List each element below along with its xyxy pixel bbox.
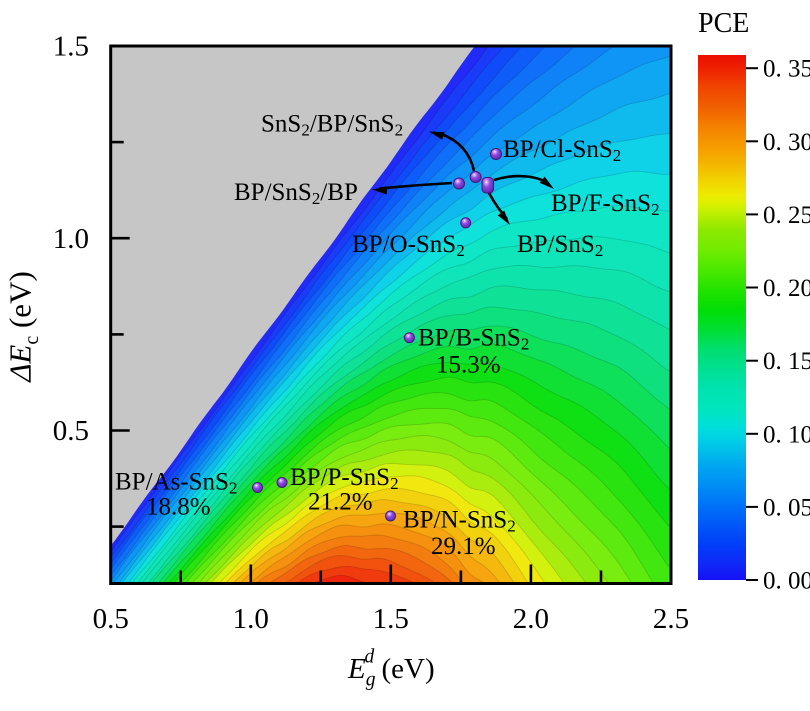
svg-text:0. 35: 0. 35 bbox=[763, 56, 810, 83]
svg-text:BP/F-SnS2: BP/F-SnS2 bbox=[551, 190, 660, 219]
svg-text:15.3%: 15.3% bbox=[436, 352, 501, 379]
svg-text:0. 15: 0. 15 bbox=[763, 348, 810, 375]
svg-text:21.2%: 21.2% bbox=[308, 489, 373, 516]
svg-text:0. 10: 0. 10 bbox=[763, 421, 810, 448]
svg-text:PCE: PCE bbox=[698, 8, 749, 39]
svg-text:0.5: 0.5 bbox=[93, 603, 129, 635]
svg-text:BP/N-SnS2: BP/N-SnS2 bbox=[403, 507, 516, 536]
svg-text:0. 30: 0. 30 bbox=[763, 129, 810, 156]
svg-text:0.5: 0.5 bbox=[53, 415, 89, 447]
svg-text:ΔEc (eV): ΔEc (eV) bbox=[3, 271, 44, 384]
svg-text:BP/O-SnS2: BP/O-SnS2 bbox=[352, 231, 465, 260]
svg-text:0. 05: 0. 05 bbox=[763, 494, 810, 521]
svg-text:SnS2/BP/SnS2: SnS2/BP/SnS2 bbox=[261, 111, 403, 140]
svg-text:BP/P-SnS2: BP/P-SnS2 bbox=[290, 464, 399, 493]
svg-text:Egd (eV): Egd (eV) bbox=[347, 647, 435, 691]
svg-text:BP/SnS2: BP/SnS2 bbox=[517, 231, 603, 260]
svg-text:BP/SnS2/BP: BP/SnS2/BP bbox=[234, 179, 358, 208]
svg-text:1.5: 1.5 bbox=[53, 31, 89, 63]
svg-text:0. 00: 0. 00 bbox=[763, 568, 810, 595]
svg-text:0. 20: 0. 20 bbox=[763, 275, 810, 302]
svg-text:1.5: 1.5 bbox=[373, 603, 409, 635]
svg-text:18.8%: 18.8% bbox=[146, 494, 211, 521]
svg-text:0. 25: 0. 25 bbox=[763, 202, 810, 229]
svg-text:BP/Cl-SnS2: BP/Cl-SnS2 bbox=[503, 136, 621, 165]
svg-text:BP/As-SnS2: BP/As-SnS2 bbox=[115, 469, 237, 498]
svg-text:BP/B-SnS2: BP/B-SnS2 bbox=[418, 325, 529, 354]
svg-text:2.0: 2.0 bbox=[513, 603, 549, 635]
svg-text:1.0: 1.0 bbox=[53, 223, 89, 255]
svg-text:2.5: 2.5 bbox=[653, 603, 689, 635]
svg-text:1.0: 1.0 bbox=[233, 603, 269, 635]
svg-text:29.1%: 29.1% bbox=[431, 533, 496, 560]
